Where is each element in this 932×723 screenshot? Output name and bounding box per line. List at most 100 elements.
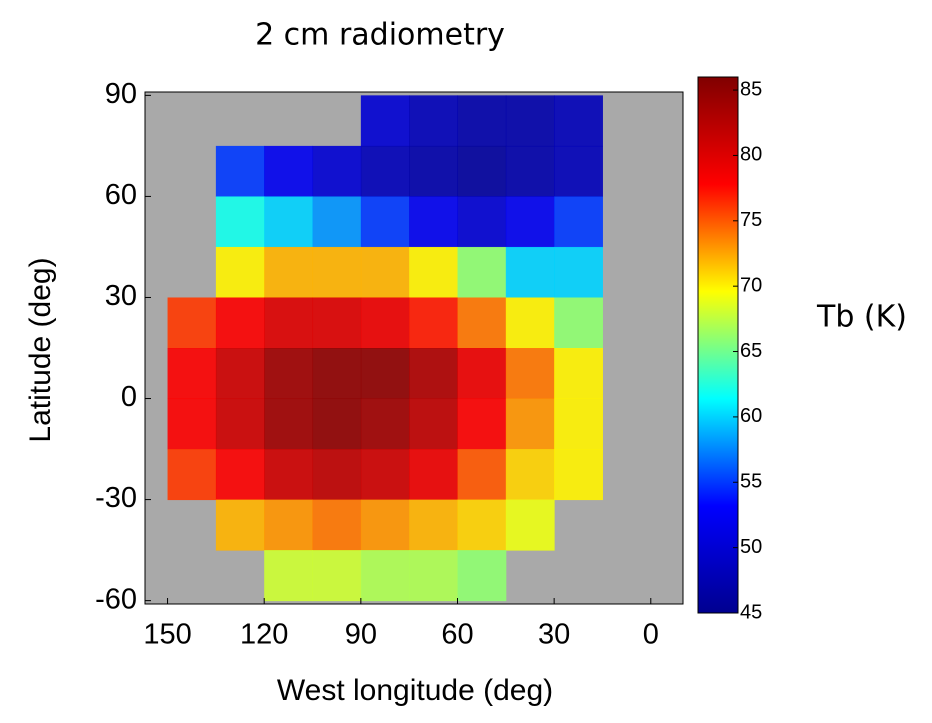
heat-cell	[167, 297, 217, 349]
heat-cell	[554, 348, 603, 400]
colorbar-tick-label: 50	[740, 536, 762, 558]
heat-cell	[312, 246, 362, 298]
heat-cell	[360, 398, 410, 450]
chart-title: 2 cm radiometry	[255, 18, 505, 53]
heat-cell	[505, 398, 555, 450]
heat-cell	[554, 95, 603, 147]
heat-cell	[457, 499, 507, 551]
heat-cell	[215, 398, 265, 450]
heat-cell	[505, 196, 555, 248]
heat-cell	[457, 348, 507, 400]
colorbar-tick-label: 75	[740, 209, 762, 231]
heat-cell	[505, 297, 555, 349]
heat-cell	[215, 449, 265, 501]
heat-cell	[554, 297, 603, 349]
heat-cell	[360, 246, 410, 298]
heat-cell	[312, 348, 362, 400]
heat-cell	[457, 196, 507, 248]
heat-cell	[505, 499, 555, 551]
heat-cell	[167, 348, 217, 400]
colorbar-tick-label: 60	[740, 405, 762, 427]
heat-cell	[264, 449, 314, 501]
heat-cell	[554, 145, 603, 197]
heat-cell	[264, 297, 314, 349]
heat-cell	[264, 398, 314, 450]
heat-cell	[312, 145, 362, 197]
heat-cell	[409, 145, 458, 197]
heat-cell	[360, 348, 410, 400]
heat-cell	[360, 297, 410, 349]
heat-cell	[264, 499, 314, 551]
heat-cell	[264, 348, 314, 400]
plot-frame	[144, 91, 684, 605]
heat-cell	[312, 550, 362, 602]
x-axis-label: West longitude (deg)	[277, 674, 553, 707]
y-tick-label: -30	[95, 482, 137, 514]
heat-cell	[457, 95, 507, 147]
y-tick-label: 90	[105, 78, 137, 110]
colorbar-tick-label: 55	[740, 471, 762, 493]
heat-cell	[409, 550, 458, 602]
heat-cell	[360, 196, 410, 248]
y-tick-label: 0	[121, 381, 137, 413]
heat-cell	[505, 246, 555, 298]
heat-cell	[360, 95, 410, 147]
heat-cell	[167, 449, 217, 501]
heat-cell	[505, 348, 555, 400]
colorbar-tick-label: 80	[740, 144, 762, 166]
heat-cell	[457, 449, 507, 501]
heat-cell	[457, 398, 507, 450]
colorbar-label: Tb (K)	[816, 300, 907, 335]
heat-cell	[554, 449, 603, 501]
heat-cell	[264, 196, 314, 248]
heat-cell	[409, 348, 458, 400]
heat-cell	[554, 246, 603, 298]
heat-cell	[360, 145, 410, 197]
heat-cell	[312, 196, 362, 248]
heat-cell	[409, 499, 458, 551]
heat-cell	[457, 297, 507, 349]
y-tick-label: 30	[105, 280, 137, 312]
x-tick-label: 150	[143, 619, 191, 651]
heat-cell	[409, 297, 458, 349]
heat-cell	[554, 398, 603, 450]
x-tick-label: 0	[643, 619, 659, 651]
heat-cell	[409, 398, 458, 450]
heat-cell	[215, 499, 265, 551]
heat-cell	[312, 398, 362, 450]
heat-cell	[264, 145, 314, 197]
heat-cell	[215, 246, 265, 298]
y-tick-label: -60	[95, 583, 137, 615]
colorbar-tick-label: 70	[740, 274, 762, 296]
heat-cell	[264, 550, 314, 602]
heat-cell	[505, 449, 555, 501]
x-tick-label: 120	[240, 619, 288, 651]
heat-cell	[215, 348, 265, 400]
heat-cell	[505, 95, 555, 147]
heat-cell	[312, 297, 362, 349]
colorbar-tick-label: 65	[740, 340, 762, 362]
heat-cell	[215, 145, 265, 197]
heat-cell	[409, 196, 458, 248]
colorbar-tick-label: 45	[740, 601, 762, 623]
heat-cell	[505, 145, 555, 197]
x-tick-label: 60	[441, 619, 473, 651]
heat-cell	[457, 550, 507, 602]
heat-cell	[409, 95, 458, 147]
heat-cell	[167, 398, 217, 450]
y-tick-label: 60	[105, 179, 137, 211]
heat-cell	[360, 499, 410, 551]
heat-cell	[264, 246, 314, 298]
colorbar-tick-label: 85	[740, 78, 762, 100]
x-tick-label: 90	[345, 619, 377, 651]
heat-cell	[360, 550, 410, 602]
heat-cell	[360, 449, 410, 501]
x-tick-label: 30	[538, 619, 570, 651]
heat-cell	[215, 297, 265, 349]
heat-cell	[457, 246, 507, 298]
heat-cell	[554, 196, 603, 248]
heat-cell	[409, 449, 458, 501]
heat-cell	[457, 145, 507, 197]
heat-cell	[312, 449, 362, 501]
